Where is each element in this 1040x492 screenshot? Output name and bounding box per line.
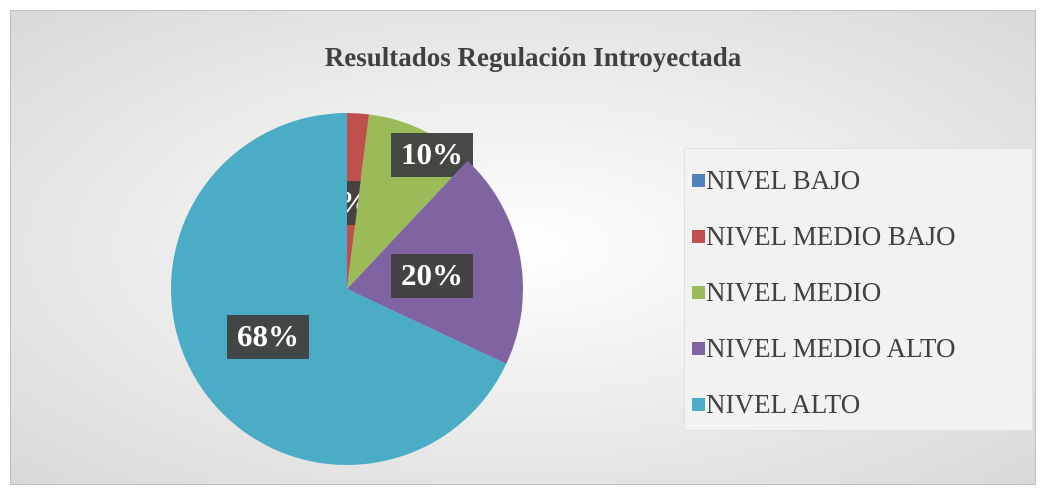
legend-swatch <box>692 286 705 299</box>
legend-label: NIVEL MEDIO ALTO <box>706 333 956 363</box>
legend-swatch <box>692 230 705 243</box>
legend-label: NIVEL MEDIO <box>706 277 881 307</box>
legend-label: NIVEL MEDIO BAJO <box>706 221 955 251</box>
chart-title: Resultados Regulación Introyectada <box>325 42 742 72</box>
legend-box <box>684 148 1033 431</box>
pie-slice <box>171 113 507 465</box>
legend-swatch <box>692 398 705 411</box>
data-label: 10% <box>401 136 463 171</box>
legend-swatch <box>692 342 705 355</box>
data-label-box <box>391 254 473 298</box>
data-label: 20% <box>401 257 463 292</box>
data-label: 68% <box>237 318 299 353</box>
legend-label: NIVEL ALTO <box>706 389 860 419</box>
data-label-box <box>227 315 309 359</box>
legend-label: NIVEL BAJO <box>706 165 860 195</box>
legend-swatch <box>692 174 705 187</box>
